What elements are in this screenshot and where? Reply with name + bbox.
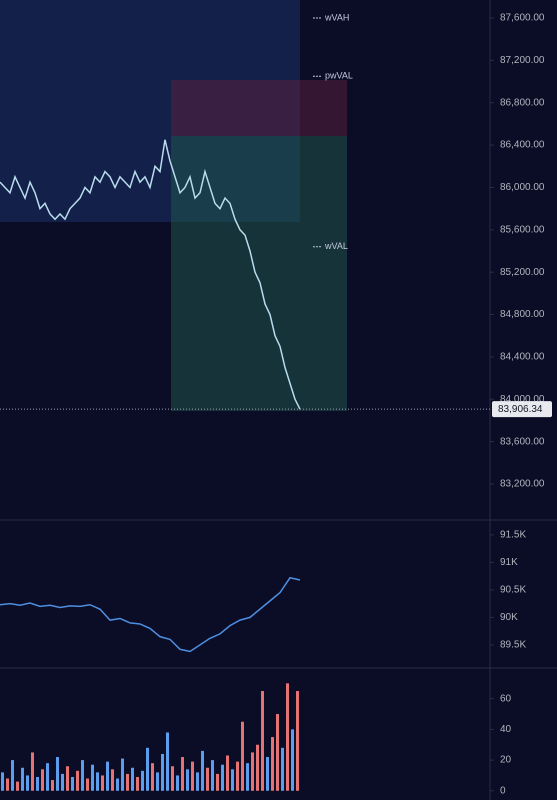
y-tick-label: 0 <box>500 785 506 796</box>
volume-bar <box>216 773 219 791</box>
last-price-box <box>492 401 552 418</box>
y-tick-label: 86,800.00 <box>500 97 545 108</box>
volume-bar <box>116 778 119 791</box>
volume-bar <box>261 691 264 791</box>
level-label: wVAH <box>324 12 349 22</box>
volume-bar <box>296 691 299 791</box>
y-tick-label: 20 <box>500 755 512 766</box>
y-tick-label: 84,400.00 <box>500 352 545 363</box>
y-tick-label: 84,800.00 <box>500 309 545 320</box>
volume-bar <box>251 752 254 791</box>
volume-bar <box>51 780 54 791</box>
y-tick-label: 40 <box>500 724 512 735</box>
price-line <box>0 139 301 410</box>
volume-bar <box>246 763 249 791</box>
volume-bar <box>101 775 104 791</box>
volume-bar <box>191 761 194 791</box>
volume-bar <box>6 778 9 791</box>
volume-bar <box>76 770 79 791</box>
volume-bar <box>86 778 89 791</box>
level-label: wVAL <box>324 241 348 251</box>
volume-bar <box>271 737 274 791</box>
volume-bar <box>231 769 234 791</box>
volume-bar <box>186 769 189 791</box>
y-tick-label: 90.5K <box>500 585 526 596</box>
volume-bar <box>201 750 204 791</box>
volume-bar <box>31 752 34 791</box>
y-tick-label: 90K <box>500 612 518 623</box>
volume-bar <box>211 760 214 791</box>
y-tick-label: 91.5K <box>500 529 526 540</box>
volume-bar <box>146 747 149 791</box>
y-tick-label: 83,200.00 <box>500 479 545 490</box>
volume-bar <box>136 776 139 791</box>
y-tick-label: 85,600.00 <box>500 224 545 235</box>
y-tick-label: 89.5K <box>500 640 526 651</box>
volume-bar <box>71 776 74 791</box>
volume-bar <box>256 744 259 791</box>
volume-bar <box>131 767 134 791</box>
volume-bar <box>206 767 209 791</box>
y-tick-label: 86,000.00 <box>500 182 545 193</box>
y-tick-label: 85,200.00 <box>500 267 545 278</box>
volume-bar <box>36 776 39 791</box>
price-line <box>0 576 301 653</box>
y-tick-label: 91K <box>500 557 518 568</box>
volume-bar <box>286 683 289 791</box>
volume-bar <box>81 760 84 791</box>
y-tick-label: 86,400.00 <box>500 140 545 151</box>
volume-bar <box>91 764 94 791</box>
y-tick-label: 87,200.00 <box>500 55 545 66</box>
volume-bar <box>46 763 49 791</box>
target-zone <box>171 136 347 411</box>
y-tick-label: 60 <box>500 693 512 704</box>
volume-bar <box>166 732 169 791</box>
volume-bar <box>226 755 229 791</box>
y-tick-label: 84,000.00 <box>500 394 545 405</box>
volume-bar <box>11 760 14 791</box>
volume-bar <box>61 773 64 791</box>
volume-bar <box>241 721 244 791</box>
volume-bar <box>156 772 159 791</box>
volume-bar <box>141 770 144 791</box>
volume-bar <box>1 772 4 791</box>
volume-bar <box>56 757 59 791</box>
volume-bar <box>266 757 269 791</box>
volume-bar <box>16 781 19 791</box>
volume-bar <box>161 753 164 791</box>
volume-bar <box>196 772 199 791</box>
stop-zone <box>171 80 347 136</box>
volume-bar <box>121 758 124 791</box>
volume-bar <box>291 729 294 791</box>
volume-bar <box>126 773 129 791</box>
volume-bar <box>176 775 179 791</box>
volume-bar <box>21 767 24 791</box>
last-price-label: 83,906.34 <box>498 404 543 415</box>
y-tick-label: 83,600.00 <box>500 436 545 447</box>
volume-bar <box>151 763 154 791</box>
volume-bar <box>281 747 284 791</box>
volume-bar <box>96 772 99 791</box>
y-tick-label: 87,600.00 <box>500 13 545 24</box>
volume-bar <box>276 714 279 791</box>
volume-bar <box>236 761 239 791</box>
volume-bar <box>66 766 69 791</box>
volume-bar <box>181 757 184 791</box>
level-label: pwVAL <box>325 71 353 81</box>
volume-bar <box>111 769 114 791</box>
volume-bar <box>26 775 29 791</box>
volume-bar <box>41 769 44 791</box>
volume-bar <box>106 761 109 791</box>
volume-bar <box>171 766 174 791</box>
volume-bar <box>221 764 224 791</box>
